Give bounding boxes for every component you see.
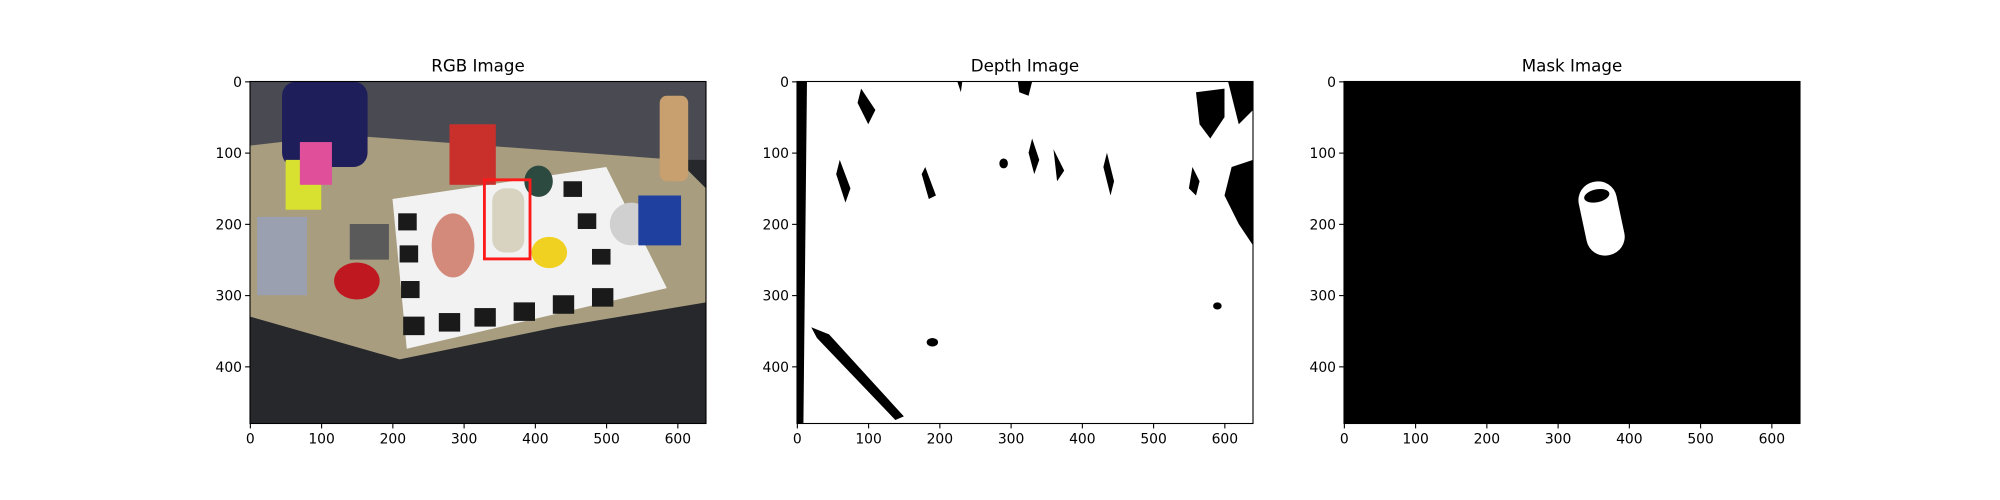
depth-image (797, 81, 1253, 424)
y-tick-label: 200 (215, 217, 242, 233)
y-tick-label: 100 (1309, 146, 1336, 162)
axes-frame (249, 80, 707, 425)
x-tick-label: 200 (380, 432, 407, 448)
y-tick-label: 400 (762, 360, 789, 376)
x-tick-label: 200 (927, 432, 954, 448)
x-tick-label: 300 (451, 432, 478, 448)
rgb-image (250, 81, 706, 424)
x-tick-label: 300 (1545, 432, 1572, 448)
x-tick-label: 600 (1759, 432, 1786, 448)
y-tick-label: 100 (215, 146, 242, 162)
x-tick-label: 0 (1340, 432, 1349, 448)
x-tick-label: 0 (793, 432, 802, 448)
y-tick-label: 100 (762, 146, 789, 162)
axes-frame (796, 80, 1254, 425)
y-tick-label: 0 (1327, 75, 1336, 91)
y-tick-label: 200 (762, 217, 789, 233)
y-tick-label: 200 (1309, 217, 1336, 233)
x-tick-label: 600 (1212, 432, 1239, 448)
x-tick-label: 0 (246, 432, 255, 448)
x-tick-label: 200 (1474, 432, 1501, 448)
y-tick-label: 300 (762, 289, 789, 305)
y-tick-label: 300 (215, 289, 242, 305)
x-tick-label: 100 (855, 432, 882, 448)
mask-image (1344, 81, 1800, 424)
x-tick-label: 100 (308, 432, 335, 448)
chart-title: Mask Image (1522, 56, 1623, 76)
x-tick-label: 400 (1616, 432, 1643, 448)
chart-title: RGB Image (431, 56, 525, 76)
y-tick-label: 0 (780, 75, 789, 91)
x-tick-label: 300 (998, 432, 1025, 448)
x-tick-label: 500 (593, 432, 620, 448)
x-tick-label: 400 (522, 432, 549, 448)
y-tick-label: 300 (1309, 289, 1336, 305)
x-tick-label: 100 (1402, 432, 1429, 448)
chart-title: Depth Image (971, 56, 1079, 76)
x-tick-label: 400 (1069, 432, 1096, 448)
axes-frame (1343, 80, 1801, 425)
x-tick-label: 600 (665, 432, 692, 448)
x-tick-label: 500 (1140, 432, 1167, 448)
y-tick-label: 400 (215, 360, 242, 376)
y-tick-label: 0 (233, 75, 242, 91)
x-tick-label: 500 (1687, 432, 1714, 448)
y-tick-label: 400 (1309, 360, 1336, 376)
